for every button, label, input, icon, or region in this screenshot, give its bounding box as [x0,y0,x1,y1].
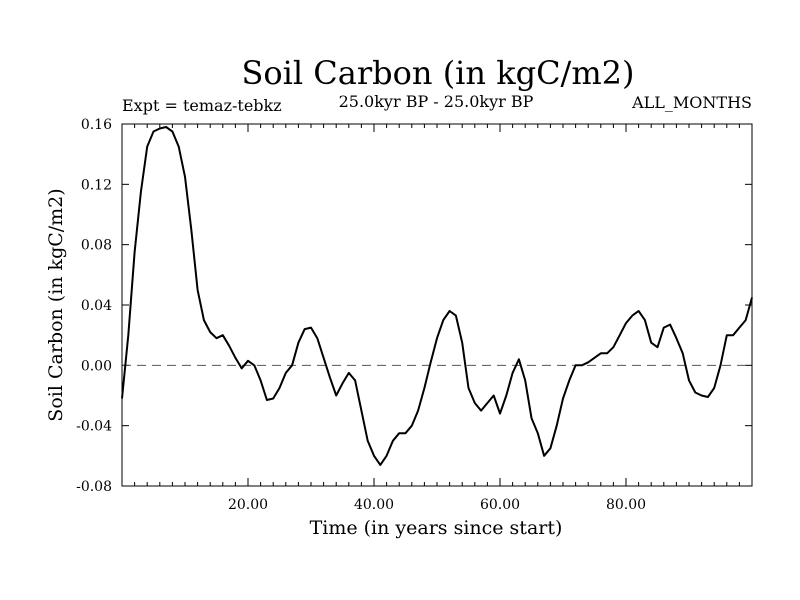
months-label: ALL_MONTHS [631,93,752,112]
y-tick-label: 0.04 [81,298,112,314]
y-tick-label: 0.00 [81,358,112,374]
time-range-label: 25.0kyr BP - 25.0kyr BP [339,92,534,111]
experiment-label: Expt = temaz-tebkz [122,96,282,115]
y-axis-label: Soil Carbon (in kgC/m2) [45,188,67,421]
data-line [121,126,753,466]
x-axis-ticks: 20.00 40.00 60.00 80.00 [121,124,753,513]
plot-frame [121,123,753,487]
y-tick-label: 0.12 [81,177,112,193]
y-axis-ticks: -0.08 -0.04 0.00 0.04 0.08 0.12 0.16 [76,117,752,495]
x-axis-label: Time (in years since start) [310,517,563,539]
x-tick-label: 60.00 [480,497,520,513]
x-tick-label: 80.00 [606,497,646,513]
chart-title: Soil Carbon (in kgC/m2) [241,54,634,92]
y-tick-label: -0.08 [76,479,112,495]
y-tick-label: 0.08 [81,238,112,254]
y-tick-label: 0.16 [81,117,112,133]
y-tick-label: -0.04 [76,419,112,435]
x-tick-label: 40.00 [354,497,394,513]
x-tick-label: 20.00 [228,497,268,513]
